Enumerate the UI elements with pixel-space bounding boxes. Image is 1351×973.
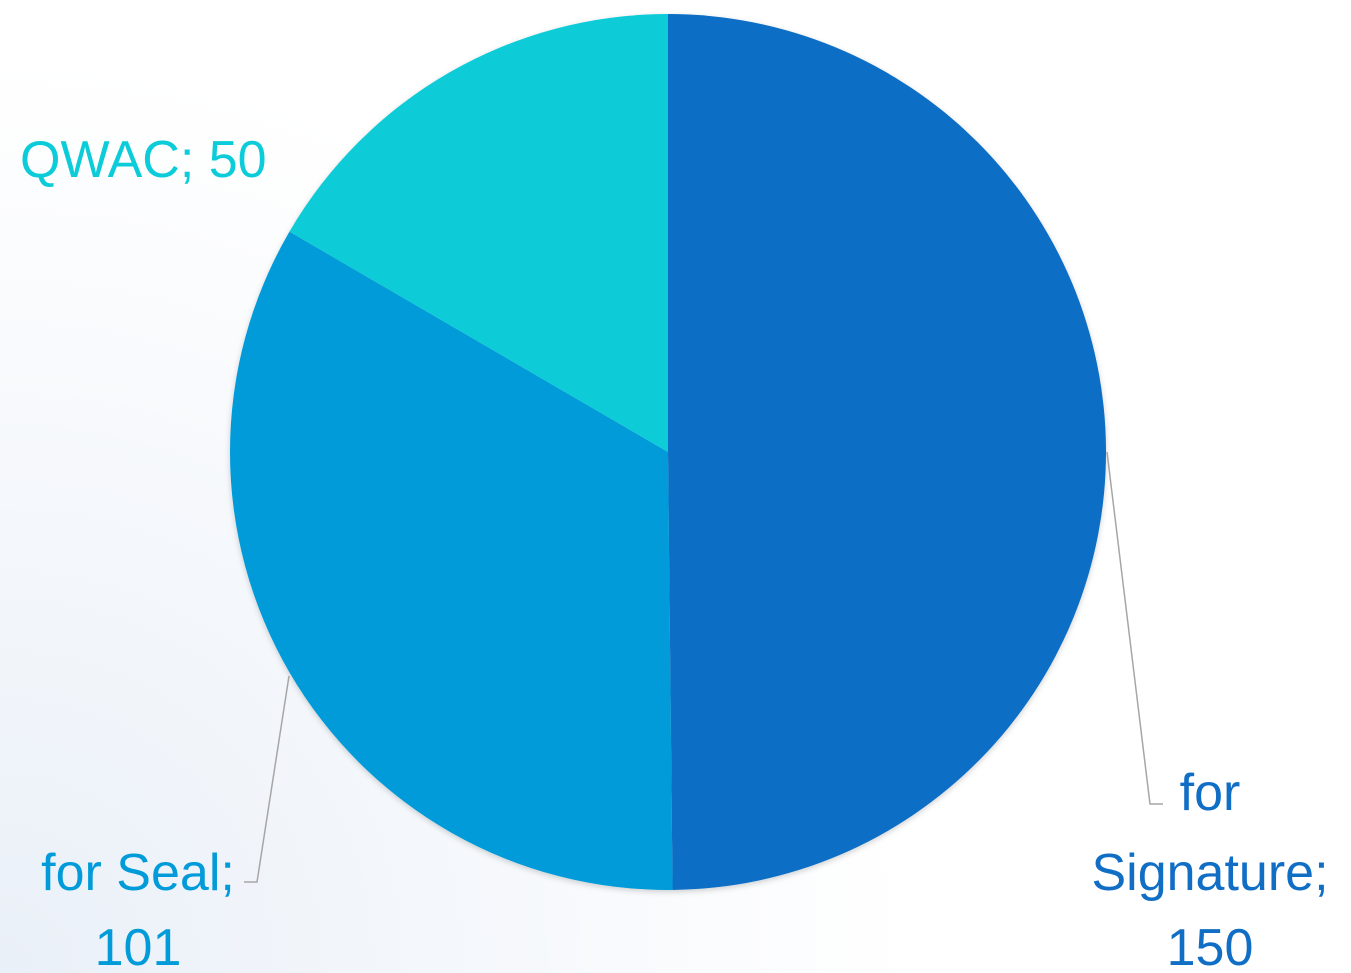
data-label-text-for-seal: for Seal; 101 (41, 844, 235, 973)
pie-slice-for-seal (229, 231, 673, 891)
data-label-for-seal: for Seal; 101 (41, 844, 235, 973)
pie-slice-for-signature (668, 14, 1106, 890)
data-label-qwac: QWAC; 50 (20, 131, 267, 189)
pie-slices (229, 14, 1106, 891)
data-label-text-qwac: QWAC; 50 (20, 131, 267, 189)
pie-slice-qwac (289, 14, 668, 452)
data-label-for-signature: for Signature; 150 (1091, 764, 1328, 973)
leader-line-for-seal (244, 675, 290, 883)
data-label-text-for-signature: for Signature; 150 (1091, 764, 1328, 973)
data-labels: for Signature; 150 for Seal; 101 QWAC; 50 (20, 131, 1329, 973)
leader-line-for-signature (1106, 451, 1163, 805)
leader-lines (244, 451, 1163, 883)
